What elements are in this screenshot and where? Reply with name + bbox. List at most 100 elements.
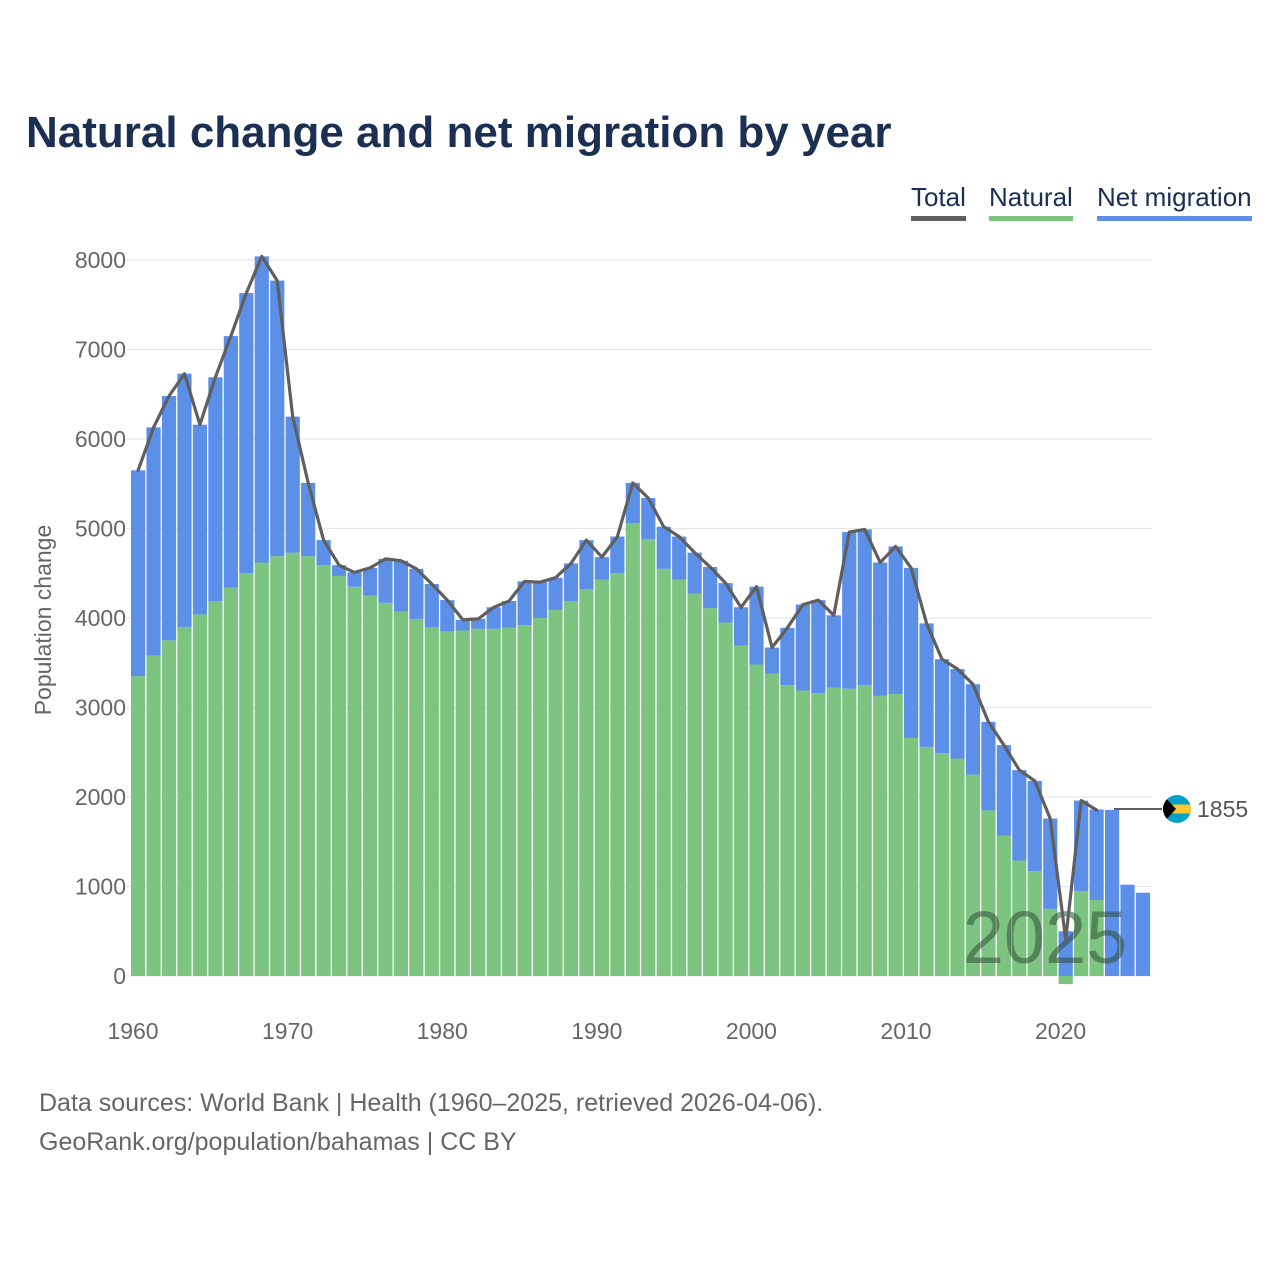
natural-bar xyxy=(641,539,656,976)
net-migration-bar xyxy=(1104,809,1120,976)
natural-bar xyxy=(502,627,517,976)
net-migration-bar xyxy=(223,336,238,588)
net-migration-bar xyxy=(826,615,841,688)
natural-bar xyxy=(316,565,331,976)
net-migration-bar xyxy=(455,619,470,631)
natural-bar xyxy=(285,552,300,976)
natural-bar xyxy=(1074,890,1089,976)
y-axis: 0 1000 2000 3000 4000 5000 6000 7000 8000 xyxy=(75,247,126,989)
x-tick-label: 2020 xyxy=(1035,1018,1086,1044)
natural-bar xyxy=(131,676,146,976)
net-migration-bar xyxy=(471,618,486,629)
natural-bar xyxy=(177,626,192,976)
net-migration-bar xyxy=(610,536,625,574)
y-tick-label: 0 xyxy=(113,963,126,989)
footer-source: Data sources: World Bank | Health (1960–… xyxy=(39,1089,824,1117)
footer-credit: GeoRank.org/population/bahamas | CC BY xyxy=(39,1128,517,1156)
y-axis-label: Population change xyxy=(30,525,56,716)
natural-bar xyxy=(563,600,579,976)
bahamas-flag-icon xyxy=(1163,795,1191,823)
natural-bar xyxy=(656,568,671,976)
x-tick-label: 1980 xyxy=(417,1018,468,1044)
net-migration-bar xyxy=(965,684,981,775)
net-migration-bar xyxy=(316,540,331,566)
net-migration-bar xyxy=(362,567,378,596)
natural-bar xyxy=(594,579,609,976)
chart-title: Natural change and net migration by year xyxy=(26,108,892,157)
natural-bar xyxy=(362,595,378,976)
natural-bar xyxy=(795,690,810,976)
net-migration-bar xyxy=(409,568,424,619)
net-migration-bar xyxy=(919,623,934,747)
net-migration-bar xyxy=(749,586,764,665)
chart-area: 2025 0 1000 2000 3000 4000 5000 6000 7000 8000 1… xyxy=(30,247,1248,1044)
natural-bar xyxy=(904,737,919,976)
natural-bar xyxy=(579,589,594,976)
legend-natural[interactable]: Natural xyxy=(989,182,1073,223)
natural-bar xyxy=(301,556,316,976)
net-migration-bar xyxy=(764,647,780,674)
net-migration-bar xyxy=(904,567,919,738)
net-migration-bar xyxy=(532,582,548,618)
natural-bar xyxy=(424,626,439,976)
net-migration-bar xyxy=(703,566,718,609)
net-migration-bar xyxy=(254,256,269,563)
net-migration-bar xyxy=(672,536,687,580)
net-migration-bar xyxy=(131,470,146,677)
net-migration-bar xyxy=(440,600,455,632)
natural-bar xyxy=(486,628,501,976)
natural-bar xyxy=(873,695,888,976)
x-tick-label: 2000 xyxy=(726,1018,777,1044)
net-migration-bar xyxy=(1135,892,1151,976)
natural-bar xyxy=(625,523,640,976)
natural-bar xyxy=(517,625,532,976)
natural-bar xyxy=(161,640,177,976)
natural-bar xyxy=(393,611,409,976)
natural-bar xyxy=(146,655,161,976)
natural-bar xyxy=(672,579,687,976)
natural-bar xyxy=(1058,976,1073,985)
total-line-group xyxy=(136,254,1099,941)
x-tick-label: 1970 xyxy=(262,1018,313,1044)
net-migration-bar xyxy=(517,581,532,626)
natural-bar xyxy=(965,774,981,976)
legend-net-migration[interactable]: Net migration xyxy=(1097,182,1252,223)
natural-bar xyxy=(331,575,347,976)
natural-bar xyxy=(347,586,362,976)
natural-bar xyxy=(239,573,254,976)
legend-total[interactable]: Total xyxy=(911,182,966,223)
net-migration-bar xyxy=(301,482,316,557)
y-tick-label: 8000 xyxy=(75,247,126,273)
net-migration-bar xyxy=(393,560,409,612)
natural-bar xyxy=(826,687,841,976)
net-migration-bar xyxy=(563,563,579,601)
x-tick-label: 2010 xyxy=(880,1018,931,1044)
natural-bar xyxy=(934,753,950,976)
natural-bar xyxy=(610,573,625,976)
natural-bar xyxy=(1043,908,1058,976)
net-migration-bar xyxy=(656,526,671,569)
net-migration-bar xyxy=(641,498,656,540)
legend-net-migration-label: Net migration xyxy=(1097,182,1252,212)
y-tick-label: 2000 xyxy=(75,784,126,810)
y-tick-label: 6000 xyxy=(75,426,126,452)
natural-bar xyxy=(223,587,238,976)
net-migration-bar xyxy=(1012,770,1027,861)
net-migration-bar xyxy=(873,562,888,696)
net-migration-bar xyxy=(1058,931,1073,976)
net-migration-bar xyxy=(981,721,996,811)
net-migration-bar xyxy=(161,396,177,641)
net-migration-bar xyxy=(795,604,810,691)
natural-bar xyxy=(718,622,733,976)
end-marker: 1855 xyxy=(1114,795,1248,823)
net-migration-bar xyxy=(687,552,702,594)
net-migration-bar xyxy=(718,583,733,623)
natural-bar xyxy=(981,810,996,976)
net-migration-bar xyxy=(486,607,501,629)
net-migration-bar xyxy=(146,427,161,656)
natural-bar xyxy=(749,664,764,976)
y-tick-label: 3000 xyxy=(75,695,126,721)
natural-bar xyxy=(703,608,718,976)
net-migration-bar xyxy=(548,577,563,610)
y-tick-label: 4000 xyxy=(75,605,126,631)
